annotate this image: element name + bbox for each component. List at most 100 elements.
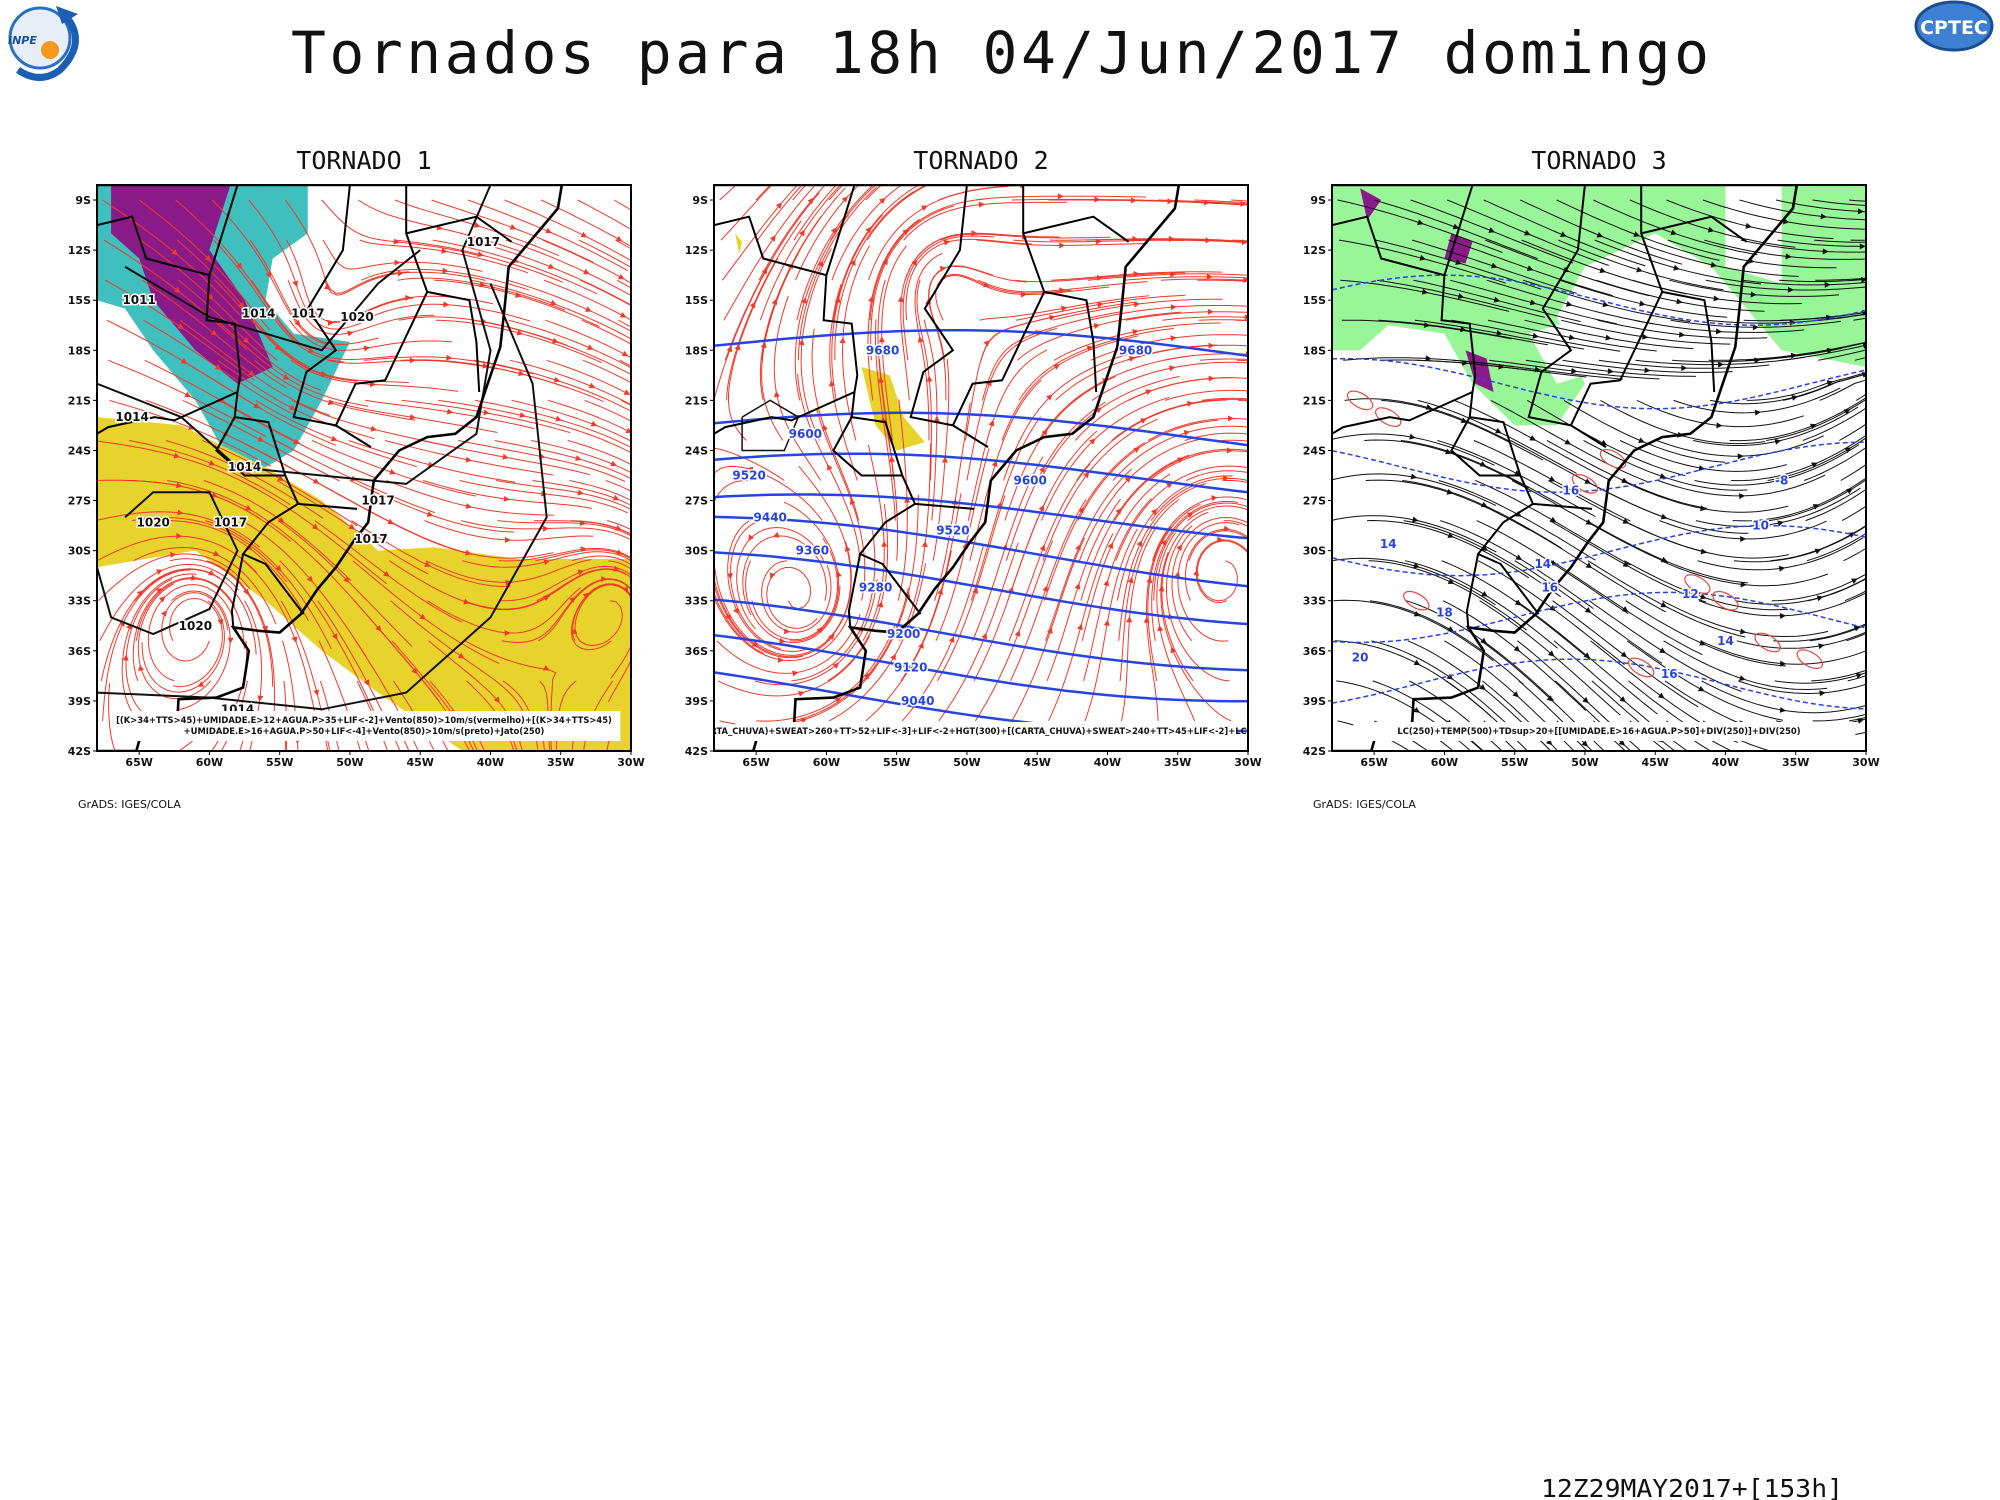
caption: LC(250)+TEMP(500)+TDsup>20+[[UMIDADE.E>1… xyxy=(1397,726,1800,736)
lat-label: 21S xyxy=(68,394,91,407)
border xyxy=(1662,290,1716,393)
streamline-arrow xyxy=(1661,556,1668,563)
streamline-arrow xyxy=(841,196,848,203)
streamline-arrow xyxy=(289,404,296,410)
temperature-contour xyxy=(1332,274,1866,326)
contour-label: 16 xyxy=(1563,484,1580,498)
credit: GrADS: IGES/COLA xyxy=(1313,798,1416,811)
streamline-arrow xyxy=(1818,643,1825,650)
streamline xyxy=(1809,624,1866,642)
streamline-arrow xyxy=(277,475,285,481)
streamline-arrow xyxy=(1207,308,1214,315)
divergence-contour xyxy=(1754,632,1781,653)
streamline-arrow xyxy=(1848,532,1856,538)
border xyxy=(832,416,903,477)
divergence-contour xyxy=(1403,590,1430,611)
streamline-arrow xyxy=(882,258,888,266)
streamline-arrow xyxy=(1602,301,1609,308)
streamline-arrow xyxy=(822,424,828,431)
streamline-arrow xyxy=(1846,488,1853,495)
streamline-arrow xyxy=(1524,229,1531,236)
contour-label: 9520 xyxy=(732,469,765,483)
streamline xyxy=(1593,720,1627,751)
streamline xyxy=(284,199,410,294)
streamline xyxy=(571,555,631,566)
streamline xyxy=(793,185,838,241)
streamline xyxy=(1188,530,1248,561)
streamline xyxy=(567,440,631,466)
streamline-arrow xyxy=(1778,565,1786,572)
border xyxy=(97,185,239,277)
streamline-arrow xyxy=(1039,466,1045,473)
lat-label: 21S xyxy=(685,394,708,407)
streamline-arrow xyxy=(1086,345,1094,352)
lon-label: 35W xyxy=(1164,756,1191,769)
streamline-arrow xyxy=(577,489,584,496)
streamline-arrow xyxy=(1097,301,1104,308)
streamline-arrow xyxy=(1620,651,1628,658)
streamline-arrow xyxy=(612,494,620,501)
cptec-logo: CPTEC xyxy=(1914,0,1994,52)
contour-label: 9600 xyxy=(789,427,822,441)
streamline-arrow xyxy=(330,435,338,442)
streamline-arrow xyxy=(1599,267,1606,274)
streamline-arrow xyxy=(516,329,524,336)
streamline-arrow xyxy=(1103,619,1110,627)
lon-label: 30W xyxy=(1234,756,1261,769)
streamline-arrow xyxy=(917,336,924,343)
streamline-arrow xyxy=(1421,288,1429,295)
streamline xyxy=(108,683,213,751)
contour-label: 9360 xyxy=(796,544,829,558)
contour-label: 1017 xyxy=(467,235,500,249)
streamline-arrow xyxy=(1660,601,1668,608)
lat-label: 33S xyxy=(68,595,91,608)
streamline-arrow xyxy=(1412,516,1419,523)
streamline-arrow xyxy=(1206,273,1213,280)
contour-label: 1017 xyxy=(354,532,387,546)
streamline-arrow xyxy=(253,402,261,409)
streamline-arrow xyxy=(171,249,178,256)
streamline-arrow xyxy=(798,691,805,697)
streamline-arrow xyxy=(257,695,264,702)
lon-label: 50W xyxy=(336,756,363,769)
streamline-arrow xyxy=(122,654,129,661)
streamline xyxy=(1816,313,1866,321)
streamline-arrow xyxy=(889,455,896,463)
streamline-arrow xyxy=(465,549,472,556)
streamline-arrow xyxy=(1075,544,1081,551)
contour-label: 1020 xyxy=(179,619,212,633)
streamline-arrow xyxy=(545,227,552,234)
border xyxy=(297,502,358,510)
streamline-arrow xyxy=(933,415,940,422)
border xyxy=(1532,502,1593,510)
streamline-arrow xyxy=(585,306,592,312)
logo-arrow xyxy=(56,6,78,24)
streamline-arrow xyxy=(1057,193,1064,200)
contour-label: 14 xyxy=(1534,557,1551,571)
streamline-arrow xyxy=(734,343,741,351)
streamline-arrow xyxy=(983,340,990,347)
streamline xyxy=(714,591,764,655)
streamline-arrow xyxy=(389,468,396,475)
streamline-arrow xyxy=(1038,504,1045,512)
lon-label: 45W xyxy=(406,756,433,769)
streamline-arrow xyxy=(978,201,985,208)
streamline-arrow xyxy=(1457,293,1465,300)
streamline-arrow xyxy=(551,337,559,344)
streamline-arrow xyxy=(1717,361,1724,368)
lat-label: 18S xyxy=(685,344,708,357)
streamline xyxy=(1164,389,1248,401)
streamline-arrow xyxy=(274,344,281,351)
streamline-arrow xyxy=(1480,501,1488,508)
streamline xyxy=(1519,720,1552,751)
streamline xyxy=(431,720,449,751)
divergence-contour xyxy=(1599,448,1627,469)
streamline-arrow xyxy=(1750,291,1757,298)
isobar xyxy=(124,249,421,352)
streamline-arrow xyxy=(1857,208,1864,215)
streamline-arrow xyxy=(1622,561,1630,567)
streamline-arrow xyxy=(483,409,490,416)
streamline-arrow xyxy=(443,301,450,308)
map-panel: 9680 9680 9600 9520 9600 9440 9520 9360 9280 9200… xyxy=(685,146,1262,769)
streamline-arrow xyxy=(748,534,755,541)
